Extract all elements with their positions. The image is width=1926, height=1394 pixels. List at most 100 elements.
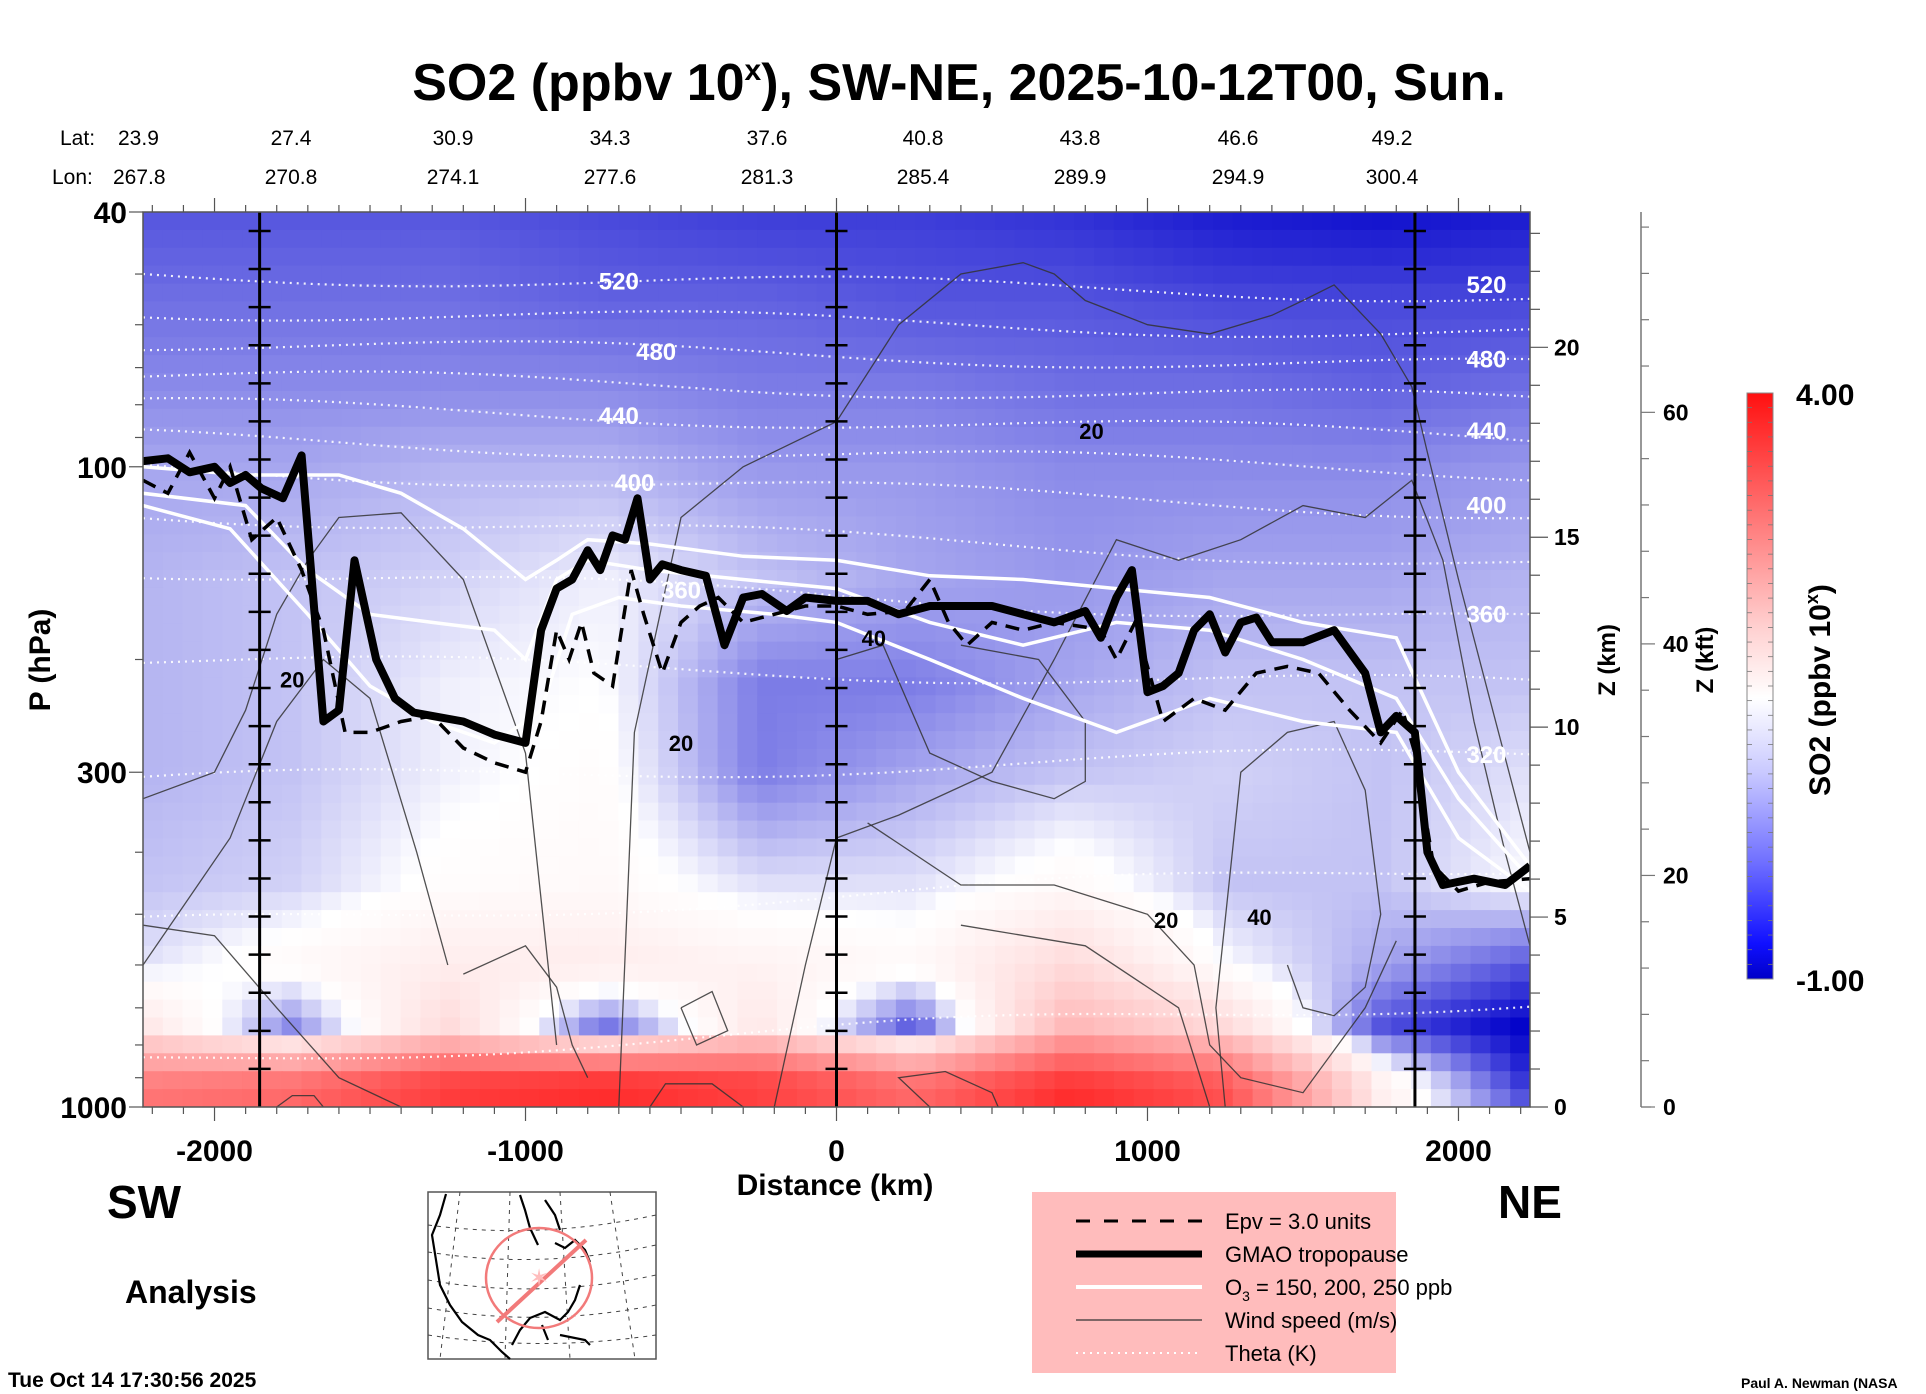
- field-cell: [935, 355, 957, 374]
- field-cell: [559, 426, 580, 446]
- field-cell: [1173, 319, 1194, 339]
- field-cell: [222, 570, 243, 589]
- field-cell: [876, 981, 897, 1001]
- field-cell: [1193, 1053, 1214, 1072]
- field-cell: [678, 802, 699, 822]
- field-cell: [757, 749, 778, 768]
- field-cell: [341, 319, 362, 339]
- field-cell: [420, 570, 441, 589]
- field-cell: [162, 319, 184, 339]
- field-cell: [658, 802, 679, 822]
- field-cell: [638, 444, 659, 464]
- field-cell: [717, 892, 739, 911]
- field-cell: [935, 265, 957, 285]
- field-cell: [1391, 892, 1412, 911]
- field-cell: [975, 1017, 996, 1037]
- field-cell: [341, 516, 362, 535]
- field-cell: [697, 319, 719, 339]
- field-cell: [995, 391, 1016, 410]
- field-cell: [361, 945, 382, 965]
- field-cell: [1450, 928, 1472, 947]
- field-cell: [1252, 713, 1274, 732]
- field-cell: [182, 534, 204, 553]
- field-cell: [697, 391, 719, 410]
- field-cell: [1391, 498, 1412, 518]
- field-cell: [1213, 516, 1234, 535]
- field-cell: [301, 373, 323, 392]
- field-cell: [1113, 910, 1135, 929]
- field-cell: [1213, 677, 1234, 697]
- field-cell: [836, 337, 858, 356]
- field-cell: [1510, 1071, 1530, 1090]
- field-cell: [678, 749, 699, 768]
- field-cell: [618, 802, 640, 822]
- field-cell: [400, 1017, 422, 1037]
- field-cell: [1173, 784, 1194, 804]
- field-cell: [975, 784, 996, 804]
- field-cell: [638, 945, 659, 965]
- field-cell: [1232, 301, 1254, 321]
- field-cell: [796, 963, 818, 983]
- field-cell: [1331, 784, 1353, 804]
- field-cell: [202, 892, 223, 911]
- field-cell: [697, 766, 719, 786]
- field-cell: [1113, 337, 1135, 356]
- field-cell: [519, 587, 541, 607]
- field-cell: [519, 999, 541, 1019]
- field-cell: [420, 838, 441, 858]
- field-cell: [1490, 713, 1511, 732]
- field-cell: [658, 1035, 679, 1055]
- field-cell: [1232, 587, 1254, 607]
- field-cell: [1371, 229, 1393, 249]
- field-cell: [162, 1053, 184, 1072]
- field-cell: [1450, 945, 1472, 965]
- field-cell: [1113, 247, 1135, 267]
- field-cell: [876, 749, 897, 768]
- field-cell: [460, 355, 481, 374]
- field-cell: [1470, 963, 1492, 983]
- field-cell: [796, 265, 818, 285]
- field-cell: [1213, 301, 1234, 321]
- field-cell: [1113, 766, 1135, 786]
- field-cell: [816, 910, 838, 929]
- field-cell: [796, 874, 818, 893]
- field-cell: [678, 695, 699, 714]
- field-cell: [559, 301, 580, 321]
- field-cell: [479, 480, 501, 500]
- field-cell: [737, 945, 758, 965]
- field-cell: [281, 910, 303, 929]
- field-cell: [796, 247, 818, 267]
- field-cell: [658, 928, 679, 947]
- field-cell: [876, 910, 897, 929]
- field-cell: [261, 999, 283, 1019]
- field-cell: [202, 570, 223, 589]
- field-cell: [1351, 749, 1373, 768]
- field-cell: [717, 731, 739, 750]
- field-cell: [400, 713, 422, 732]
- field-cell: [1173, 462, 1194, 482]
- field-cell: [281, 999, 303, 1019]
- field-cell: [1272, 355, 1293, 374]
- field-cell: [222, 820, 243, 840]
- field-cell: [915, 373, 937, 392]
- field-cell: [361, 981, 382, 1001]
- field-cell: [1252, 587, 1274, 607]
- field-cell: [420, 462, 441, 482]
- field-cell: [995, 892, 1016, 911]
- field-cell: [1213, 337, 1234, 356]
- wind-speed-contours: [143, 262, 1530, 1107]
- field-cell: [955, 301, 976, 321]
- field-cell: [658, 319, 679, 339]
- field-cell: [341, 1071, 362, 1090]
- field-cell: [717, 283, 739, 303]
- field-cell: [757, 337, 778, 356]
- field-cell: [578, 999, 600, 1019]
- field-cell: [361, 1053, 382, 1072]
- field-cell: [479, 820, 501, 840]
- field-cell: [777, 498, 798, 518]
- field-cell: [1034, 408, 1056, 428]
- field-cell: [1331, 426, 1353, 446]
- field-cell: [341, 695, 362, 714]
- field-cell: [1213, 373, 1234, 392]
